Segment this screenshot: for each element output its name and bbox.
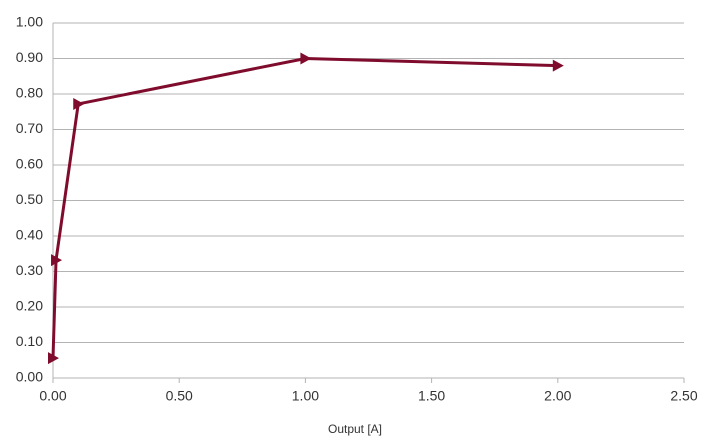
x-tick-label: 1.50 (418, 388, 445, 404)
y-tick-label: 0.20 (16, 298, 43, 314)
x-tick-label: 2.00 (544, 388, 571, 404)
y-tick-label: 0.90 (16, 49, 43, 65)
marker (51, 254, 63, 267)
x-tick-label: 0.00 (39, 388, 66, 404)
marker (552, 59, 564, 72)
marker (300, 52, 312, 65)
y-tick-label: 0.00 (16, 369, 43, 385)
x-tick-label: 2.50 (670, 388, 697, 404)
y-tick-label: 1.00 (16, 14, 43, 30)
y-tick-label: 0.50 (16, 191, 43, 207)
marker (73, 97, 85, 110)
y-tick-label: 0.40 (16, 227, 43, 243)
line (51, 57, 558, 359)
marker (48, 352, 59, 365)
y-tick-label: 0.80 (16, 85, 43, 101)
y-tick-label: 0.30 (16, 262, 43, 278)
y-tick-label: 0.70 (16, 120, 43, 136)
x-axis-label: Output [A] (328, 422, 382, 436)
y-tick-label: 0.10 (16, 333, 43, 349)
y-tick-label: 0.60 (16, 156, 43, 172)
x-tick-label: 1.00 (292, 388, 319, 404)
x-tick-label: 0.50 (166, 388, 193, 404)
